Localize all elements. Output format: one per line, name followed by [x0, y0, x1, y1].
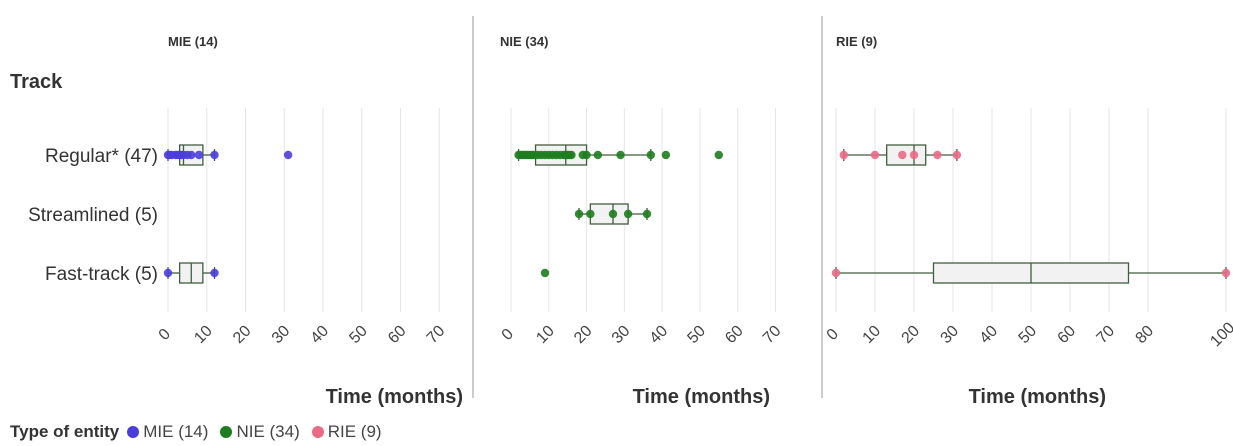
data-point-nie-streamlined-5 [642, 209, 652, 219]
tick-label-rie: 100 [1207, 319, 1233, 350]
tick-label-mie: 40 [308, 322, 333, 347]
tick-label-mie: 20 [230, 322, 255, 347]
legend-title: Type of entity [10, 422, 120, 441]
panel-title-nie: NIE (34) [500, 34, 548, 49]
data-point-rie-regular-47 [952, 150, 962, 160]
tick-label-mie: 70 [424, 322, 449, 347]
tick-label-rie: 60 [1055, 322, 1080, 347]
tick-label-nie: 50 [684, 322, 709, 347]
row-label-fast-track-5: Fast-track (5) [45, 264, 158, 285]
data-point-rie-regular-47 [933, 150, 942, 160]
tick-label-rie: 40 [977, 322, 1002, 347]
data-point-mie-regular-47 [194, 150, 204, 160]
data-point-rie-regular-47 [898, 150, 907, 160]
tick-label-rie: 30 [938, 322, 963, 347]
data-point-nie-streamlined-5 [586, 209, 595, 219]
row-axis-title: Track [10, 71, 63, 93]
data-point-nie-regular-47 [567, 150, 576, 160]
panel-mie: MIE (14) 0 10 20 30 40 50 60 70 Time (months) [156, 34, 463, 408]
data-point-mie-fast-track-5 [163, 268, 173, 278]
legend-item-rie[interactable]: RIE (9) [311, 422, 382, 442]
data-point-nie-regular-47 [714, 150, 723, 160]
data-point-rie-fast-track-5 [831, 268, 841, 278]
tick-label-mie: 30 [269, 322, 294, 347]
data-point-nie-regular-47 [582, 150, 591, 160]
panel-title-mie: MIE (14) [168, 34, 218, 49]
panel-rie: RIE (9) 0 10 20 30 40 50 60 70 80 100 Time (months) [824, 34, 1233, 408]
tick-label-rie: 0 [824, 326, 842, 344]
data-point-nie-streamlined-5 [608, 209, 618, 219]
data-point-nie-fast-track-5 [540, 268, 550, 278]
tick-label-rie: 10 [860, 322, 885, 347]
legend-item-mie[interactable]: MIE (14) [127, 422, 208, 442]
data-point-nie-regular-47 [661, 150, 671, 160]
tick-label-mie: 10 [191, 322, 216, 347]
tick-label-nie: 40 [647, 322, 672, 347]
legend-item-nie[interactable]: NIE (34) [220, 422, 300, 442]
data-point-mie-regular-47 [283, 150, 293, 160]
data-point-rie-fast-track-5 [1221, 268, 1231, 278]
tick-label-mie: 60 [385, 322, 410, 347]
data-point-mie-regular-47 [187, 150, 196, 160]
legend-label-rie: RIE (9) [327, 422, 382, 441]
tick-label-rie: 80 [1133, 322, 1158, 347]
tick-label-rie: 70 [1094, 322, 1119, 347]
data-point-rie-regular-47 [839, 150, 848, 160]
data-point-nie-regular-47 [616, 150, 625, 160]
legend-dot-nie [220, 426, 233, 438]
data-point-nie-streamlined-5 [623, 209, 633, 219]
data-point-rie-regular-47 [870, 150, 880, 160]
tick-label-mie: 50 [346, 322, 371, 347]
tick-label-nie: 70 [760, 322, 785, 347]
legend-label-nie: NIE (34) [236, 422, 300, 441]
data-point-mie-fast-track-5 [210, 268, 219, 278]
row-labels: Regular* (47) Streamlined (5) Fast-track (… [28, 146, 158, 285]
tick-label-nie: 60 [722, 322, 747, 347]
data-point-nie-regular-47 [593, 150, 603, 160]
data-point-nie-streamlined-5 [574, 209, 584, 219]
panel-title-rie: RIE (9) [836, 34, 877, 49]
legend-dot-mie [127, 426, 140, 438]
x-axis-label-nie: Time (months) [633, 386, 770, 408]
tick-label-nie: 30 [609, 322, 634, 347]
tick-label-mie: 0 [156, 326, 174, 344]
tick-label-nie: 0 [499, 326, 517, 344]
data-point-rie-regular-47 [909, 150, 919, 160]
x-axis-label-rie: Time (months) [969, 386, 1106, 408]
row-label-streamlined-5: Streamlined (5) [28, 205, 158, 226]
legend: Type of entity MIE (14) NIE (34) RIE (9) [10, 422, 394, 442]
tick-label-rie: 20 [899, 322, 924, 347]
data-point-nie-regular-47 [646, 150, 655, 160]
data-point-mie-regular-47 [210, 150, 219, 160]
tick-label-rie: 50 [1016, 322, 1041, 347]
row-label-regular-47: Regular* (47) [45, 146, 158, 167]
tick-label-nie: 10 [533, 322, 558, 347]
x-axis-label-mie: Time (months) [326, 386, 463, 408]
legend-dot-rie [311, 426, 324, 438]
tick-label-nie: 20 [571, 322, 596, 347]
panel-nie: NIE (34) 0 10 20 30 40 50 60 70 Time (months) [499, 34, 785, 408]
legend-label-mie: MIE (14) [143, 422, 209, 441]
